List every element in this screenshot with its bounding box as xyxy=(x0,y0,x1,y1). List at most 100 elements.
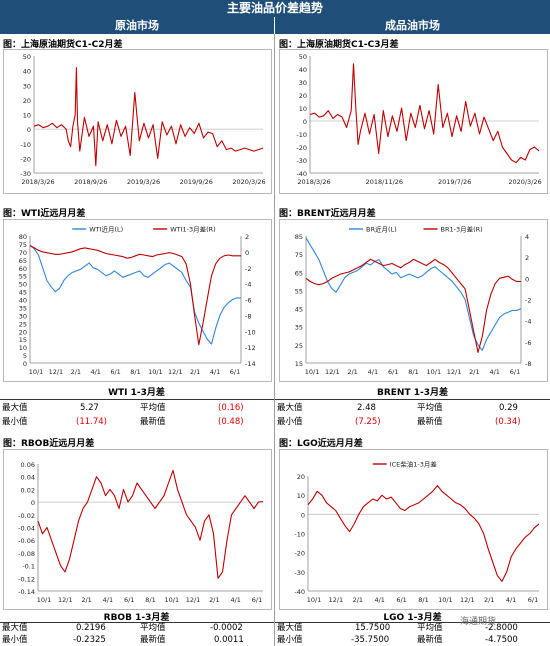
x-tick-label: 6/1 xyxy=(528,596,538,604)
x-tick-label: 6/1 xyxy=(388,368,398,376)
x-tick-label: 2018/3/26 xyxy=(297,178,330,186)
y-tick-label: 55 xyxy=(19,273,27,281)
stat-value: -2.8000 xyxy=(485,623,518,633)
x-tick-label: 2020/3/26 xyxy=(508,178,541,186)
y-tick-label: 0 xyxy=(303,118,307,126)
chart-lgo: -40 -30 -20 -10 0 10 20 10/1 12/1 2/1 4/1 6/1 8/1 10/… xyxy=(294,460,540,604)
x-tick-label: 2018/9/26 xyxy=(74,178,107,186)
legend-label: WTI近月(L) xyxy=(89,225,123,234)
x-tick-label: 12/1 xyxy=(58,596,73,604)
stats-title-lgo: LGO 1-3月差 xyxy=(383,613,442,623)
stats-row-wti-2: 最小值 (11.74) 最新值 (0.48) xyxy=(0,416,274,428)
legend-label: ICE柴油1-3月差 xyxy=(390,460,438,469)
y2-tick-label: -14 xyxy=(245,360,256,368)
y-tick-label: -0.08 xyxy=(18,550,35,558)
x-tick-label: 4/1 xyxy=(489,368,499,376)
stat-value: (0.48) xyxy=(218,417,244,427)
x-tick-label: 10/1 xyxy=(305,368,320,376)
x-tick-label: 10/1 xyxy=(307,596,322,604)
x-tick-label: 4/1 xyxy=(90,368,100,376)
y-tick-label: 60 xyxy=(19,265,27,273)
y2-tick-label: 4 xyxy=(525,233,529,241)
y-tick-label: 30 xyxy=(299,79,307,87)
series-line xyxy=(29,245,241,346)
x-tick-label: 8/1 xyxy=(145,596,155,604)
y-tick-label: -30 xyxy=(20,170,31,178)
y-tick-label: -40 xyxy=(296,170,307,178)
chart-brent: 15 25 35 45 55 65 75 85 -8 -6 -4 -2 0 2 4 10/1 12/1 2/1 4/… xyxy=(295,225,532,377)
y-tick-label: 15 xyxy=(295,360,303,368)
stat-label: 平均值 xyxy=(140,623,166,633)
x-tick-label: 4/1 xyxy=(230,596,240,604)
stat-value: (0.34) xyxy=(495,417,521,427)
x-tick-label: 12/1 xyxy=(447,368,462,376)
y2-tick-label: -6 xyxy=(525,339,531,347)
stats-row-brent-1: 最大值 2.48 平均值 0.29 xyxy=(275,402,550,414)
stats-row-rbob-2: 最小值 -0.2325 最新值 0.0011 xyxy=(0,634,274,646)
stat-value: -35.7500 xyxy=(351,635,390,645)
stat-value: 15.7500 xyxy=(355,623,391,633)
y-tick-label: 0 xyxy=(301,511,305,519)
y-tick-label: 20 xyxy=(19,328,27,336)
y-tick-label: 25 xyxy=(295,342,303,350)
x-tick-label: 6/1 xyxy=(124,596,134,604)
stats-row-lgo-2: 最小值 -35.7500 最新值 -4.7500 xyxy=(275,634,550,646)
panel-label-sc-c1c2: 图：上海原油期货C1-C2月差 xyxy=(3,40,123,50)
x-tick-label: 12/1 xyxy=(49,368,64,376)
stat-value: -0.0002 xyxy=(210,623,243,633)
y-tick-label: 40 xyxy=(23,68,31,76)
chart-frame-wti: 0 5 10 15 20 25 30 35 40 45 50 55 60 65 70 75 80 -14 -12 -1… xyxy=(3,219,272,382)
stat-label: 最新值 xyxy=(417,635,443,645)
x-tick-label: 2/1 xyxy=(209,596,219,604)
y-tick-label: 20 xyxy=(299,92,307,100)
stats-title-rbob: RBOB 1-3月差 xyxy=(103,613,170,623)
y-tick-label: 15 xyxy=(19,336,27,344)
x-tick-label: 4/1 xyxy=(374,596,384,604)
x-tick-label: 2/1 xyxy=(353,596,363,604)
x-tick-label: 8/1 xyxy=(418,596,428,604)
series-line xyxy=(307,485,540,582)
y2-tick-label: 0 xyxy=(245,249,249,257)
x-tick-label: 10/1 xyxy=(37,596,52,604)
x-tick-label: 12/1 xyxy=(325,368,340,376)
legend-label: BR近月(L) xyxy=(366,225,397,234)
chart-frame-rbob: -0.14 -0.12 -0.1 -0.08 -0.06 -0.04 -0.02 0 0.02 0… xyxy=(3,449,272,610)
panel-label-lgo: 图：LGO近远月月差 xyxy=(279,439,363,449)
y-tick-label: 35 xyxy=(295,324,303,332)
stat-label: 最新值 xyxy=(140,635,166,645)
x-tick-label: 12/1 xyxy=(168,368,183,376)
column-header-crude: 原油市场 xyxy=(0,17,274,34)
legend-label: WTI1-3月差(R) xyxy=(170,225,216,234)
y-tick-label: 10 xyxy=(297,492,305,500)
stat-label: 平均值 xyxy=(417,623,443,633)
stat-label: 最新值 xyxy=(417,417,443,427)
x-tick-label: 2/1 xyxy=(190,368,200,376)
x-tick-label: 6/1 xyxy=(510,368,520,376)
y-tick-label: 0 xyxy=(27,126,31,134)
y-tick-label: -40 xyxy=(294,588,305,596)
stats-rule-rbob xyxy=(0,622,274,623)
stat-label: 最小值 xyxy=(2,417,28,427)
chart-frame-sc-c1c2: -30 -20 -10 0 10 20 30 40 50 2018/3/26 2018/9/26 20… xyxy=(3,49,272,194)
y-tick-label: 0 xyxy=(23,360,27,368)
x-tick-label: 2020/3/26 xyxy=(232,178,265,186)
panel-label-brent: 图：BRENT近远月月差 xyxy=(279,209,376,219)
x-tick-label: 2019/9/26 xyxy=(180,178,213,186)
x-tick-label: 4/1 xyxy=(210,368,220,376)
y2-tick-label: 2 xyxy=(525,254,529,262)
y-tick-label: 0.02 xyxy=(21,486,35,494)
x-tick-label: 10/1 xyxy=(438,596,453,604)
x-tick-label: 2/1 xyxy=(347,368,357,376)
y2-tick-label: -10 xyxy=(245,328,256,336)
stats-title-brent: BRENT 1-3月差 xyxy=(376,388,448,398)
y-tick-label: -30 xyxy=(296,157,307,165)
x-tick-label: 6/1 xyxy=(252,596,262,604)
stat-value: (7.25) xyxy=(355,417,381,427)
y-tick-label: 30 xyxy=(19,312,27,320)
stat-label: 平均值 xyxy=(140,403,166,413)
y-tick-label: 5 xyxy=(23,352,27,360)
stat-value: 0.29 xyxy=(499,403,518,413)
stats-title-wti: WTI 1-3月差 xyxy=(108,388,165,398)
stats-row-lgo-1: 最大值 15.7500 平均值 -2.8000 xyxy=(275,622,550,634)
y-tick-label: 65 xyxy=(19,257,27,265)
